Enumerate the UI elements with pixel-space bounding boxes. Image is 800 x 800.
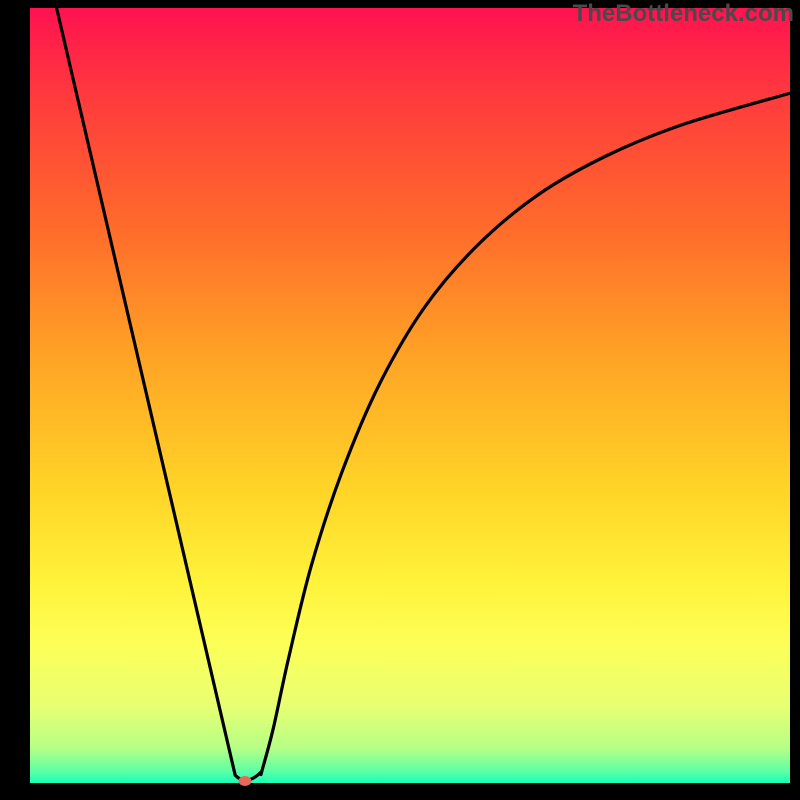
- bottleneck-chart: TheBottleneck.com: [0, 0, 800, 800]
- plot-area: [30, 8, 790, 783]
- watermark-text: TheBottleneck.com: [573, 0, 794, 28]
- optimal-point-marker: [239, 776, 252, 786]
- curve-svg: [30, 8, 790, 783]
- bottleneck-curve: [57, 8, 790, 780]
